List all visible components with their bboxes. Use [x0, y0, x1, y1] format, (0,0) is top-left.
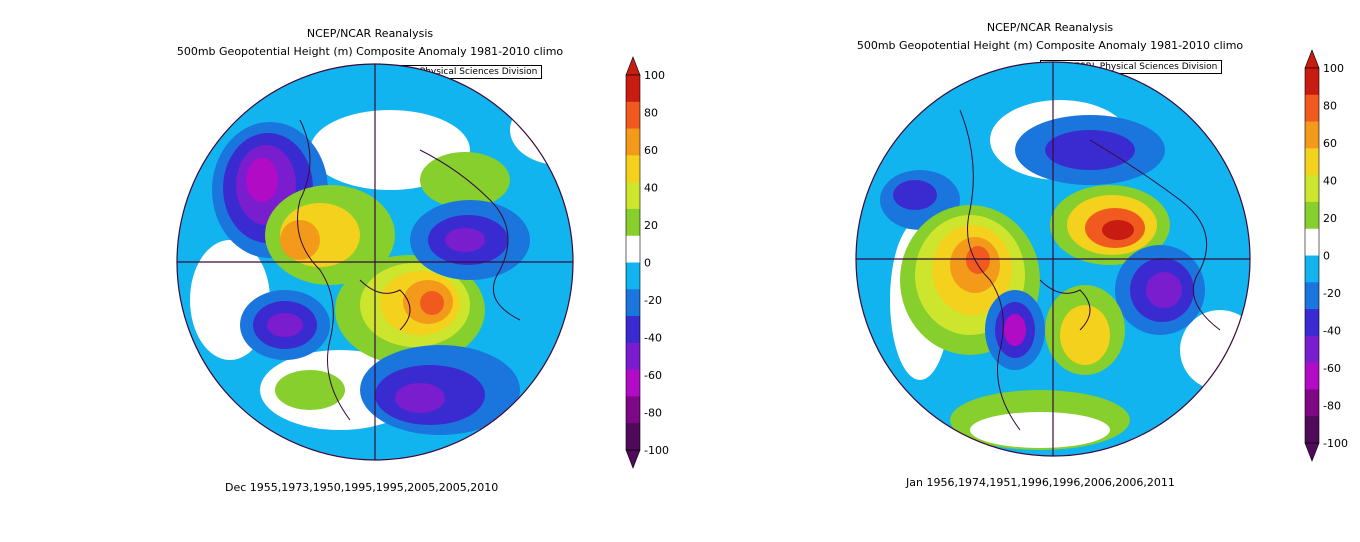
- colorbar-band: [1305, 255, 1319, 283]
- colorbar-band: [1305, 362, 1319, 390]
- colorbar-tick-label: 80: [1323, 100, 1337, 113]
- colorbar-right: 100 80 60 40 20 0 -20 -40 -60 -80 -100: [1304, 49, 1348, 462]
- months-caption: Jan 1956,1974,1951,1996,1996,2006,2006,2…: [906, 476, 1175, 489]
- title-line2: 500mb Geopotential Height (m) Composite …: [176, 45, 564, 58]
- colorbar-band: [626, 75, 640, 103]
- colorbar-top-arrow: [625, 56, 641, 76]
- polar-map-left: [176, 63, 574, 461]
- colorbar-band: [626, 342, 640, 371]
- map-panel-right: NCEP/NCAR Reanalysis 500mb Geopotential …: [680, 0, 1360, 542]
- colorbar-tick-label: -20: [1323, 287, 1341, 300]
- colorbar-band: [626, 262, 640, 290]
- colorbar-tick-label: -80: [1323, 400, 1341, 413]
- colorbar-band: [626, 101, 640, 130]
- colorbar-tick-label: -100: [1323, 437, 1348, 450]
- colorbar-band: [626, 289, 640, 317]
- colorbar-band: [1305, 175, 1319, 203]
- colorbar-tick-label: 60: [644, 144, 658, 157]
- colorbar-band: [1305, 282, 1319, 310]
- colorbar-band: [626, 155, 640, 183]
- colorbar-band: [626, 369, 640, 397]
- colorbar-tick-label: -100: [644, 444, 669, 457]
- colorbar-tick-label: -80: [644, 407, 662, 420]
- colorbar-band: [1305, 68, 1319, 96]
- colorbar-bottom-arrow: [625, 449, 641, 469]
- colorbar-bottom-arrow: [1304, 442, 1320, 462]
- anomaly-field: [856, 62, 1250, 456]
- colorbar-tick-label: -40: [644, 332, 662, 345]
- title-line2: 500mb Geopotential Height (m) Composite …: [856, 39, 1244, 52]
- colorbar-band: [626, 182, 640, 210]
- polar-map-right: [855, 61, 1251, 457]
- colorbar-band: [1305, 148, 1319, 176]
- colorbar-band: [1305, 228, 1319, 256]
- colorbar-band: [626, 128, 640, 156]
- colorbar-tick-label: 0: [644, 257, 651, 270]
- colorbar-tick-label: 60: [1323, 137, 1337, 150]
- map-border: [855, 61, 1251, 457]
- colorbar-tick-label: 100: [1323, 62, 1344, 75]
- colorbar-tick-label: 40: [644, 182, 658, 195]
- colorbar-band: [626, 208, 640, 237]
- anomaly-field: [177, 64, 573, 460]
- colorbar-tick-label: -60: [644, 369, 662, 382]
- title-line1: NCEP/NCAR Reanalysis: [306, 27, 434, 40]
- colorbar-frame: [1304, 67, 1320, 444]
- colorbar-tick-label: 80: [644, 107, 658, 120]
- colorbar-tick-label: 20: [644, 219, 658, 232]
- map-panel-left: NCEP/NCAR Reanalysis 500mb Geopotential …: [176, 27, 574, 494]
- colorbar-band: [1305, 389, 1319, 417]
- colorbar-tick-label: 100: [644, 69, 665, 82]
- colorbar-band: [626, 423, 640, 451]
- colorbar-band: [1305, 94, 1319, 123]
- colorbar-band: [1305, 201, 1319, 230]
- colorbar-band: [1305, 121, 1319, 149]
- colorbar-tick-label: -40: [1323, 325, 1341, 338]
- colorbar-tick-label: 20: [1323, 212, 1337, 225]
- months-caption: Dec 1955,1973,1950,1995,1995,2005,2005,2…: [225, 481, 499, 494]
- colorbar-frame: [625, 74, 641, 451]
- colorbar-tick-label: -20: [644, 294, 662, 307]
- colorbar-top-arrow: [1304, 49, 1320, 69]
- colorbar-tick-label: 0: [1323, 250, 1330, 263]
- colorbar-band: [626, 235, 640, 263]
- colorbar-band: [1305, 309, 1319, 337]
- title-line1: NCEP/NCAR Reanalysis: [986, 21, 1114, 34]
- colorbar-tick-label: 40: [1323, 175, 1337, 188]
- colorbar-tick-label: -60: [1323, 362, 1341, 375]
- colorbar-left: 100 80 60 40 20 0 -20 -40 -60 -80 -100: [625, 56, 669, 469]
- colorbar-band: [626, 316, 640, 344]
- colorbar-band: [626, 396, 640, 424]
- colorbar-band: [1305, 416, 1319, 444]
- map-border: [176, 63, 574, 461]
- colorbar-band: [1305, 335, 1319, 364]
